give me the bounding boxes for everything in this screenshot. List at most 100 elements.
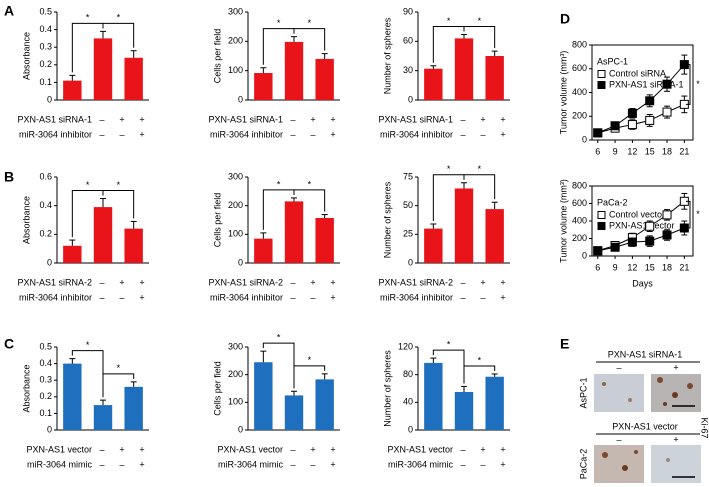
condition-sign: – bbox=[99, 459, 104, 469]
y-tick-label: 200 bbox=[228, 36, 243, 46]
sig-star: * bbox=[308, 18, 312, 28]
y-axis-label: Cells per field bbox=[212, 361, 222, 416]
y-tick-label: 300 bbox=[228, 6, 243, 16]
bar bbox=[315, 379, 334, 430]
sig-bracket bbox=[463, 25, 496, 49]
marker bbox=[662, 79, 672, 89]
sig-star: * bbox=[117, 13, 121, 23]
sig-star: * bbox=[478, 164, 482, 174]
legend-label: Control siRNA bbox=[609, 68, 666, 78]
legend-label: PXN-AS1 vector bbox=[609, 220, 675, 230]
sig-star: * bbox=[277, 179, 281, 189]
y-tick-label: 600 bbox=[572, 198, 587, 208]
bar bbox=[454, 391, 474, 430]
bar bbox=[254, 73, 273, 100]
bar bbox=[454, 38, 474, 100]
panel-label: A bbox=[4, 3, 14, 19]
condition-sign: – bbox=[480, 292, 485, 302]
condition-sign: + bbox=[139, 114, 144, 124]
condition-sign: – bbox=[460, 114, 465, 124]
x-tick-label: 21 bbox=[679, 146, 689, 156]
bar bbox=[63, 80, 82, 100]
condition-sign: – bbox=[460, 292, 465, 302]
sig-bracket bbox=[102, 373, 135, 398]
y-tick-label: 0 bbox=[408, 94, 413, 104]
condition-label: PXN-AS1 siRNA-2 bbox=[378, 277, 453, 287]
marker bbox=[610, 242, 620, 252]
sig-bracket bbox=[293, 189, 326, 212]
y-tick-label: 0 bbox=[47, 94, 52, 104]
sig-star: * bbox=[277, 333, 281, 343]
condition-sign: – bbox=[119, 292, 124, 302]
legend-label: PXN-AS1 siRNA-1 bbox=[609, 79, 684, 89]
y-tick-label: 75 bbox=[403, 171, 413, 181]
sig-star: * bbox=[308, 355, 312, 365]
bar bbox=[254, 362, 273, 430]
y-tick-label: 0 bbox=[47, 424, 52, 434]
condition-label: PXN-AS1 siRNA-2 bbox=[208, 277, 283, 287]
x-tick-label: 12 bbox=[627, 262, 637, 272]
condition-label: PXN-AS1 vector bbox=[26, 444, 92, 454]
condition-sign: + bbox=[330, 129, 335, 139]
y-tick-label: 200 bbox=[572, 111, 587, 121]
y-tick-label: 0.5 bbox=[39, 341, 52, 351]
y-tick-label: 25 bbox=[403, 229, 413, 239]
condition-label: miR-3064 inhibitor bbox=[380, 292, 453, 302]
y-tick-label: 60 bbox=[403, 36, 413, 46]
panel-label: D bbox=[560, 11, 570, 27]
panel-label: C bbox=[4, 336, 14, 352]
x-tick-label: 18 bbox=[662, 146, 672, 156]
y-tick-label: 400 bbox=[572, 87, 587, 97]
bar bbox=[485, 376, 504, 430]
legend-marker bbox=[597, 211, 606, 219]
bar bbox=[424, 362, 443, 430]
condition-sign: + bbox=[500, 292, 505, 302]
bar bbox=[315, 217, 334, 263]
condition-sign: + bbox=[310, 114, 315, 124]
y-tick-label: 600 bbox=[572, 63, 587, 73]
y-axis-label: Number of spheres bbox=[382, 17, 392, 94]
sig-star: * bbox=[478, 16, 482, 26]
condition-sign: + bbox=[139, 292, 144, 302]
bar bbox=[424, 68, 443, 100]
bar bbox=[424, 228, 443, 263]
sig-star: * bbox=[447, 164, 451, 174]
y-tick-label: 0.2 bbox=[39, 229, 52, 239]
condition-sign: – bbox=[460, 129, 465, 139]
x-tick-label: 6 bbox=[595, 262, 600, 272]
condition-label: miR-3064 inhibitor bbox=[210, 292, 283, 302]
y-tick-label: 0 bbox=[238, 257, 243, 267]
condition-sign: + bbox=[500, 459, 505, 469]
sig-star: * bbox=[86, 180, 90, 190]
bar bbox=[284, 41, 304, 100]
condition-sign: + bbox=[500, 444, 505, 454]
marker bbox=[645, 236, 655, 246]
condition-sign: + bbox=[480, 444, 485, 454]
legend-marker bbox=[597, 81, 606, 89]
legend-marker bbox=[597, 70, 606, 78]
condition-sign: – bbox=[460, 277, 465, 287]
condition-sign: – bbox=[290, 444, 295, 454]
e-sign: – bbox=[616, 362, 621, 372]
y-tick-label: 0 bbox=[47, 257, 52, 267]
sig-star: * bbox=[86, 13, 90, 23]
bar bbox=[124, 228, 143, 263]
y-axis-label: Number of spheres bbox=[382, 181, 392, 258]
y-tick-label: 0 bbox=[582, 250, 587, 260]
y-tick-label: 90 bbox=[403, 6, 413, 16]
sig-star: * bbox=[447, 339, 451, 349]
sig-star: * bbox=[447, 16, 451, 26]
condition-sign: – bbox=[119, 129, 124, 139]
bar bbox=[124, 386, 143, 430]
y-tick-label: 300 bbox=[228, 171, 243, 181]
condition-sign: – bbox=[460, 444, 465, 454]
y-tick-label: 0 bbox=[408, 424, 413, 434]
y-tick-label: 800 bbox=[572, 39, 587, 49]
condition-sign: – bbox=[99, 129, 104, 139]
sig-bracket bbox=[102, 190, 135, 219]
e-sign: – bbox=[616, 434, 621, 444]
sig-star: * bbox=[478, 355, 482, 365]
bar bbox=[284, 395, 304, 430]
marker bbox=[662, 230, 672, 240]
condition-sign: + bbox=[310, 277, 315, 287]
